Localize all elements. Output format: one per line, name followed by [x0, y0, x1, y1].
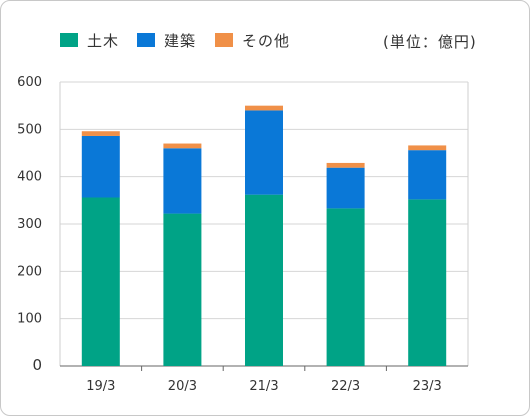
y-tick-label: 400 [17, 170, 42, 185]
y-tick-label: 500 [17, 122, 42, 137]
y-tick-label: 0 [32, 356, 42, 374]
x-tick-label: 23/3 [413, 379, 442, 394]
y-tick-label: 300 [17, 217, 42, 232]
legend-swatch-civil [60, 33, 78, 47]
y-tick-label: 100 [17, 312, 42, 327]
x-tick-label: 19/3 [86, 379, 115, 394]
bar-segment [408, 150, 447, 200]
bar-segment [326, 167, 365, 209]
legend-item-other: その他 [215, 30, 290, 50]
bar-segment [408, 145, 447, 151]
bar-segment [408, 199, 447, 366]
bar-segment [245, 110, 283, 195]
bar-segment [326, 162, 365, 168]
bar-segment [163, 143, 202, 149]
legend-swatch-other [215, 33, 233, 47]
bar-segment [245, 194, 283, 366]
legend-item-building: 建築 [137, 30, 196, 50]
bar-segment [81, 197, 120, 366]
y-tick-label: 600 [17, 75, 42, 90]
bar-segment [163, 213, 202, 366]
x-tick-label: 22/3 [331, 379, 360, 394]
bar-segment [81, 135, 120, 198]
bar-segment [163, 148, 202, 214]
y-tick-label: 200 [17, 264, 42, 279]
legend-label-building: 建築 [164, 31, 197, 50]
legend-item-civil: 土木 [60, 30, 119, 50]
legend-label-civil: 土木 [87, 31, 120, 50]
bar-segment [326, 208, 365, 366]
legend-swatch-building [137, 33, 155, 47]
unit-label: (単位：億円) [383, 33, 477, 51]
bar-segment [81, 131, 120, 136]
x-tick-label: 21/3 [249, 379, 278, 394]
bar-segment [245, 105, 283, 111]
x-tick-label: 20/3 [168, 379, 197, 394]
legend-label-other: その他 [242, 31, 291, 50]
